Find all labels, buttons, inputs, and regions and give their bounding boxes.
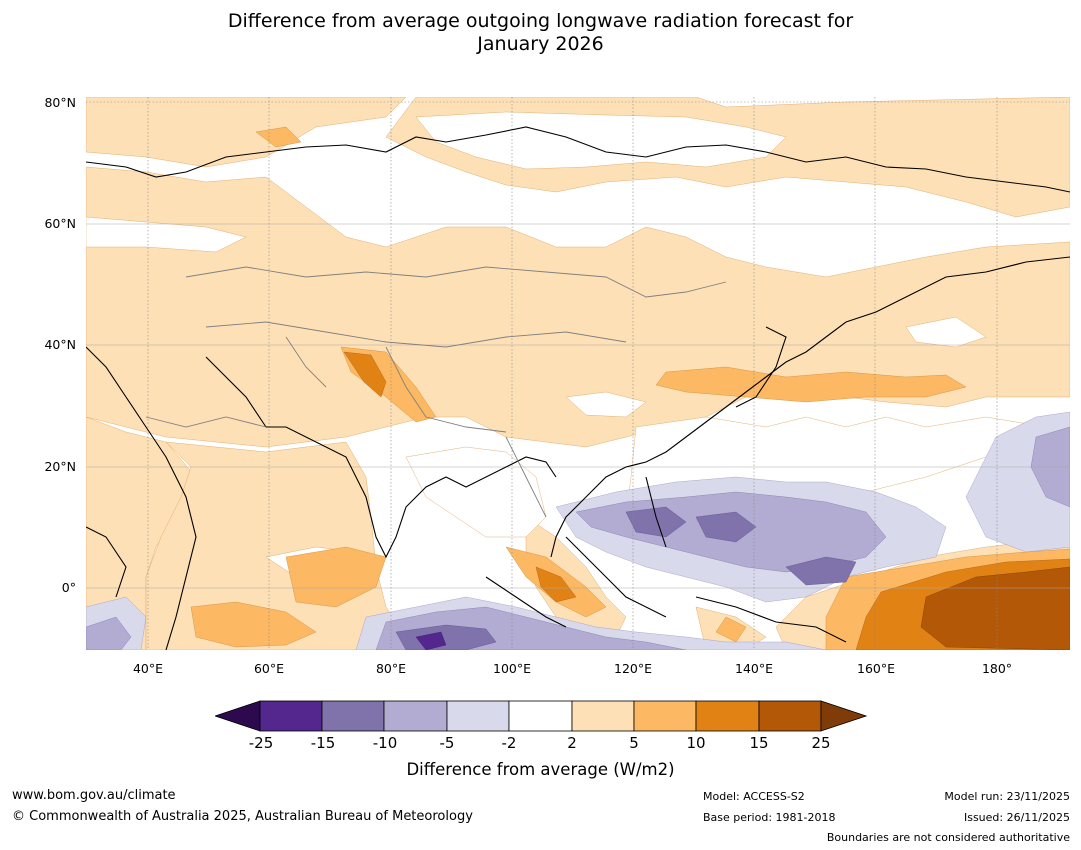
colorbar-bin-7 xyxy=(633,700,697,732)
colorbar-label: Difference from average (W/m2) xyxy=(406,760,675,779)
lon-label-80e: 80°E xyxy=(375,661,407,676)
title-line-2: January 2026 xyxy=(477,33,604,55)
colorbar-bin-9 xyxy=(758,700,822,732)
lon-label-160e: 160°E xyxy=(856,661,896,676)
colorbar xyxy=(213,700,868,734)
lat-label-20n: 20°N xyxy=(44,459,76,474)
latitude-lines xyxy=(86,223,1070,589)
graticule xyxy=(86,97,1070,650)
colorbar-tick-2: 2 xyxy=(567,734,577,752)
colorbar-bin-1 xyxy=(259,700,323,732)
colorbar-tick--15: -15 xyxy=(310,734,336,752)
lon-label-60e: 60°E xyxy=(253,661,285,676)
coastlines xyxy=(86,126,1070,650)
colorbar-over-triangle xyxy=(820,700,868,732)
title-line-1: Difference from average outgoing longwav… xyxy=(227,10,854,32)
lat-label-40n: 40°N xyxy=(44,337,76,352)
colorbar-tick--25: -25 xyxy=(248,734,274,752)
colorbar-svg xyxy=(213,700,868,732)
colorbar-under-triangle xyxy=(213,700,261,732)
colorbar-bin-6 xyxy=(571,700,635,732)
olr-anomaly-map xyxy=(86,97,1070,650)
colorbar-tick-10: 10 xyxy=(686,734,706,752)
footer-disclaimer: Boundaries are not considered authoritat… xyxy=(826,831,1070,844)
footer-model-run: Model run: 23/11/2025 xyxy=(944,790,1070,803)
footer-issued: Issued: 26/11/2025 xyxy=(963,811,1070,824)
lat-label-0: 0° xyxy=(61,580,76,595)
lat-label-80n: 80°N xyxy=(44,95,76,110)
colorbar-bin-2 xyxy=(321,700,385,732)
lon-label-180: 180° xyxy=(981,661,1013,676)
footer-url[interactable]: www.bom.gov.au/climate xyxy=(12,788,176,803)
colorbar-tick-5: 5 xyxy=(629,734,639,752)
map-svg xyxy=(86,97,1070,650)
colorbar-tick--5: -5 xyxy=(439,734,455,752)
lon-label-140e: 140°E xyxy=(734,661,774,676)
colorbar-bin-8 xyxy=(695,700,760,732)
lon-label-40e: 40°E xyxy=(132,661,164,676)
country-borders xyxy=(145,266,727,518)
lon-label-100e: 100°E xyxy=(492,661,532,676)
colorbar-tick--10: -10 xyxy=(372,734,398,752)
colorbar-bin-5 xyxy=(508,700,573,732)
footer-model: Model: ACCESS-S2 xyxy=(703,790,805,803)
colorbar-bin-4 xyxy=(446,700,510,732)
colorbar-tick-15: 15 xyxy=(749,734,769,752)
lon-label-120e: 120°E xyxy=(613,661,653,676)
near-average-gaps xyxy=(86,111,1070,578)
colorbar-tick--2: -2 xyxy=(501,734,517,752)
anomaly-minus-15-to-minus-25-regions xyxy=(415,631,447,650)
footer-base-period: Base period: 1981-2018 xyxy=(703,811,836,824)
footer-copyright: © Commonwealth of Australia 2025, Austra… xyxy=(12,809,473,824)
map-title: Difference from average outgoing longwav… xyxy=(0,10,1081,56)
lat-label-60n: 60°N xyxy=(44,216,76,231)
colorbar-tick-25: 25 xyxy=(811,734,831,752)
colorbar-bin-3 xyxy=(383,700,448,732)
